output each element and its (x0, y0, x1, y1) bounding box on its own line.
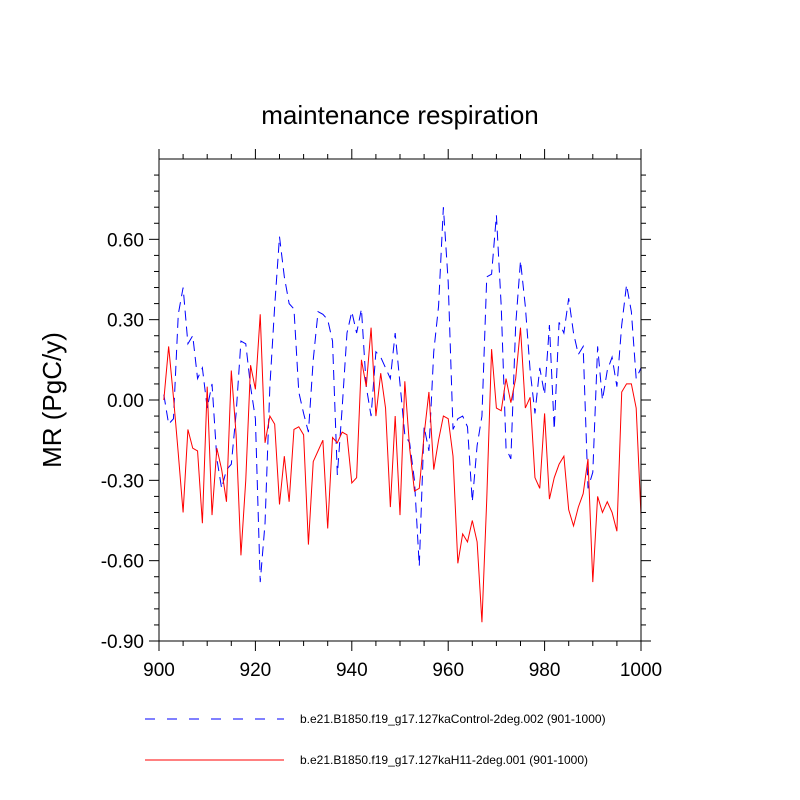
legend-label-h11: b.e21.B1850.f19_g17.127kaH11-2deg.001 (9… (300, 753, 588, 767)
y-tick-label: -0.30 (101, 471, 144, 492)
chart-title: maintenance respiration (261, 100, 539, 130)
x-tick-label: 920 (240, 660, 272, 681)
y-tick-label: -0.60 (101, 552, 144, 573)
legend: b.e21.B1850.f19_g17.127kaControl-2deg.00… (145, 712, 606, 767)
series-line-h11 (163, 314, 641, 623)
axes-layer: 900 920 940 960 980 1000 -0.90 -0.60 -0.30 0.00 0.… (101, 149, 662, 681)
y-tick-label: -0.90 (101, 632, 144, 653)
y-tick-label: 0.30 (107, 311, 144, 332)
legend-label-control: b.e21.B1850.f19_g17.127kaControl-2deg.00… (300, 712, 606, 726)
x-tick-label: 980 (529, 660, 561, 681)
y-tick-label: 0.00 (107, 391, 144, 412)
x-tick-label: 940 (336, 660, 368, 681)
x-tick-label: 1000 (620, 660, 662, 681)
y-axis-label: MR (PgC/y) (37, 332, 67, 468)
series-layer (163, 207, 641, 623)
plot-frame (158, 158, 642, 642)
series-line-control (163, 207, 641, 583)
x-tick-label: 960 (432, 660, 464, 681)
y-tick-label: 0.60 (107, 230, 144, 251)
x-tick-label: 900 (143, 660, 175, 681)
